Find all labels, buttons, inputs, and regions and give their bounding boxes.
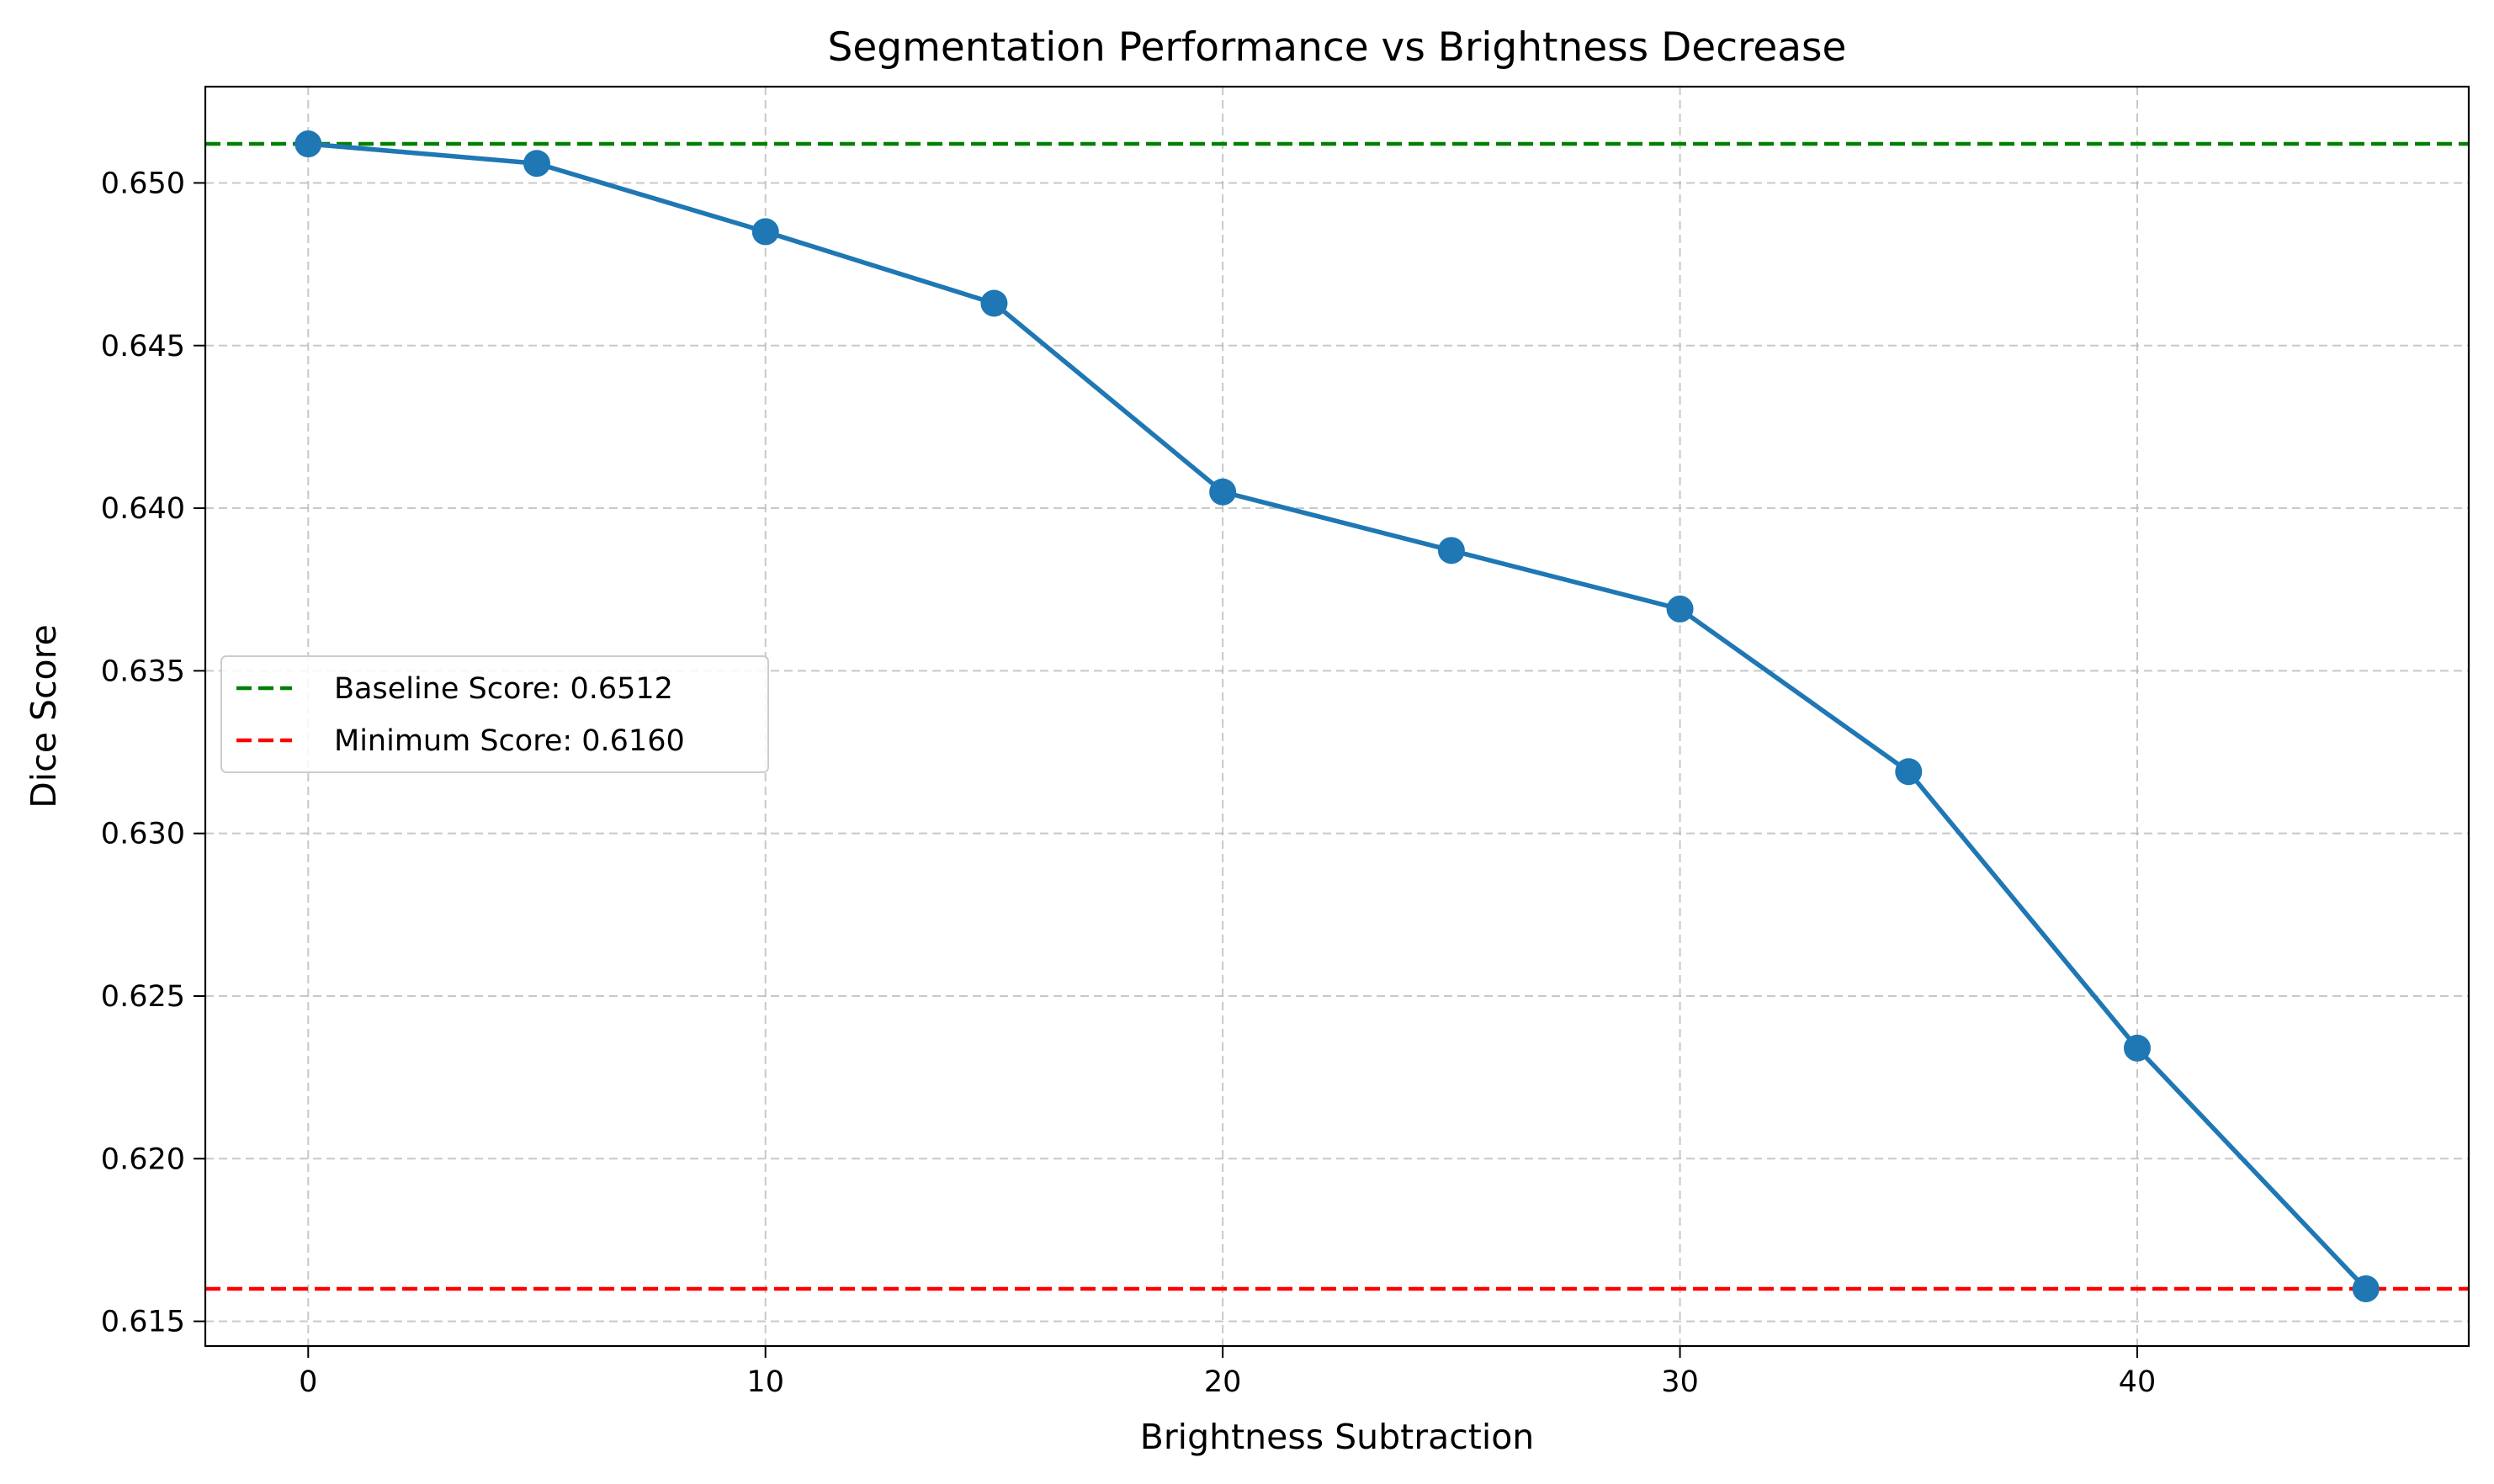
data-point bbox=[980, 289, 1008, 317]
data-point bbox=[2352, 1275, 2380, 1302]
y-tick-label: 0.650 bbox=[101, 167, 185, 200]
x-tick-label: 20 bbox=[1204, 1365, 1242, 1399]
x-tick-label: 30 bbox=[1661, 1365, 1699, 1399]
y-tick-label: 0.630 bbox=[101, 818, 185, 851]
x-tick-label: 40 bbox=[2119, 1365, 2157, 1399]
data-point bbox=[1437, 537, 1465, 564]
data-point bbox=[2124, 1034, 2152, 1062]
chart-title: Segmentation Performance vs Brightness D… bbox=[828, 24, 1847, 71]
grid bbox=[205, 87, 2469, 1346]
data-point bbox=[1209, 478, 1237, 506]
y-tick-label: 0.640 bbox=[101, 492, 185, 526]
data-point bbox=[751, 218, 779, 246]
series-line bbox=[308, 141, 2368, 1291]
plot-frame bbox=[204, 85, 2470, 1348]
y-tick-label: 0.620 bbox=[101, 1142, 185, 1176]
y-tick-label: 0.645 bbox=[101, 330, 185, 363]
y-axis-label: Dice Score bbox=[24, 624, 64, 808]
y-tick-label: 0.635 bbox=[101, 655, 185, 688]
x-tick-label: 10 bbox=[746, 1365, 784, 1399]
legend-label: Baseline Score: 0.6512 bbox=[334, 672, 673, 706]
legend-box bbox=[220, 655, 769, 773]
x-tick-label: 0 bbox=[299, 1365, 317, 1399]
data-point bbox=[523, 150, 550, 178]
reference-lines bbox=[205, 141, 2469, 1291]
axis-ticks: 0 10 20 30 40 0.615 0.620 0.625 0.630 0.635 0.640 0… bbox=[101, 167, 2156, 1399]
data-point bbox=[1895, 758, 1923, 786]
legend-label: Minimum Score: 0.6160 bbox=[334, 724, 685, 758]
y-tick-label: 0.625 bbox=[101, 980, 185, 1014]
x-axis-label: Brightness Subtraction bbox=[1140, 1417, 1535, 1457]
legend: Baseline Score: 0.6512 Minimum Score: 0.6… bbox=[220, 655, 769, 773]
data-point bbox=[1666, 595, 1694, 623]
data-point bbox=[295, 130, 322, 158]
y-tick-label: 0.615 bbox=[101, 1306, 185, 1339]
data-series bbox=[295, 130, 2380, 1302]
